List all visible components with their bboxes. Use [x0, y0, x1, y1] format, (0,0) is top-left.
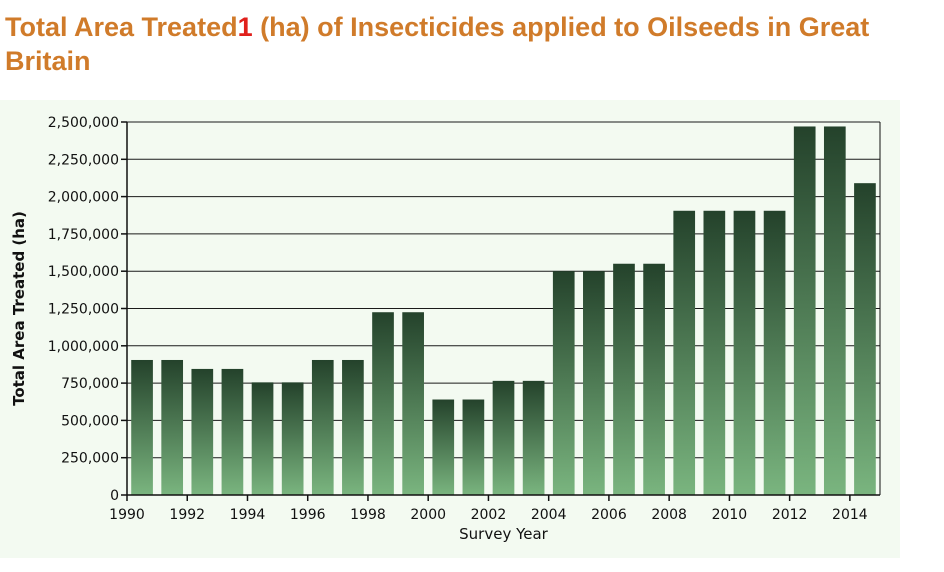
bar-2000: [432, 399, 455, 495]
bar-2010: [733, 210, 756, 496]
axes: [121, 121, 881, 501]
title-main: Total Area Treated: [5, 12, 238, 42]
y-tick-label: 0: [110, 488, 119, 504]
y-tick-label: 750,000: [61, 376, 119, 392]
title-footnote-marker: 1: [237, 12, 253, 42]
bar-1997: [342, 359, 364, 495]
bar-1992: [191, 368, 214, 495]
title-rest: (ha) of Insecticides applied to Oilseeds…: [5, 12, 870, 76]
y-tick-label: 2,250,000: [48, 152, 119, 168]
y-tick-label: 2,000,000: [48, 190, 119, 206]
bars: [131, 126, 876, 496]
bar-1991: [161, 359, 184, 495]
x-tick-label: 1996: [290, 507, 326, 523]
x-tick-label: 2010: [712, 507, 748, 523]
x-tick-label: 1992: [169, 507, 205, 523]
y-tick-label: 1,500,000: [48, 264, 119, 280]
x-tick-label: 1994: [230, 507, 266, 523]
bar-1994: [251, 382, 274, 495]
bar-1996: [311, 359, 334, 495]
bar-2005: [583, 271, 605, 495]
y-tick-label: 1,000,000: [48, 339, 119, 355]
x-tick-label: 1998: [350, 507, 386, 523]
bar-2012: [793, 126, 816, 495]
x-tick-label: 2004: [531, 507, 567, 523]
bar-1993: [221, 368, 244, 495]
bar-2007: [643, 263, 665, 495]
y-axis-label: Total Area Treated (ha): [10, 211, 28, 406]
x-tick-label: 2014: [832, 507, 868, 523]
y-tick-label: 500,000: [61, 413, 119, 429]
x-tick-label: 2006: [591, 507, 627, 523]
bar-2001: [462, 399, 485, 495]
y-tick-label: 2,500,000: [48, 115, 119, 131]
x-tick-label: 1990: [109, 507, 145, 523]
bar-2008: [673, 210, 696, 496]
x-tick-label: 2008: [651, 507, 687, 523]
tick-labels: 0 250,000 500,000 750,000 1,000,000 1,250,000…: [48, 115, 868, 523]
bar-2006: [613, 263, 635, 495]
bar-2003: [522, 380, 545, 495]
y-tick-label: 250,000: [61, 451, 119, 467]
x-axis-label: Survey Year: [459, 525, 549, 543]
bar-1995: [281, 382, 304, 495]
bar-1998: [372, 312, 394, 495]
bar-2014: [854, 183, 876, 495]
x-tick-label: 2000: [410, 507, 446, 523]
bar-2011: [763, 210, 786, 496]
bar-chart: 0 250,000 500,000 750,000 1,000,000 1,250,000…: [0, 100, 900, 558]
y-tick-label: 1,750,000: [48, 227, 119, 243]
bar-2013: [823, 126, 846, 495]
chart-container: 0 250,000 500,000 750,000 1,000,000 1,250,000…: [0, 100, 900, 558]
x-tick-label: 2002: [471, 507, 507, 523]
y-tick-label: 1,250,000: [48, 302, 119, 318]
bar-2002: [492, 380, 515, 495]
bar-1999: [402, 312, 424, 495]
chart-title: Total Area Treated1 (ha) of Insecticides…: [5, 10, 935, 78]
bar-2009: [703, 210, 726, 496]
x-tick-label: 2012: [772, 507, 808, 523]
bar-2004: [552, 271, 575, 495]
bar-1990: [131, 359, 153, 495]
